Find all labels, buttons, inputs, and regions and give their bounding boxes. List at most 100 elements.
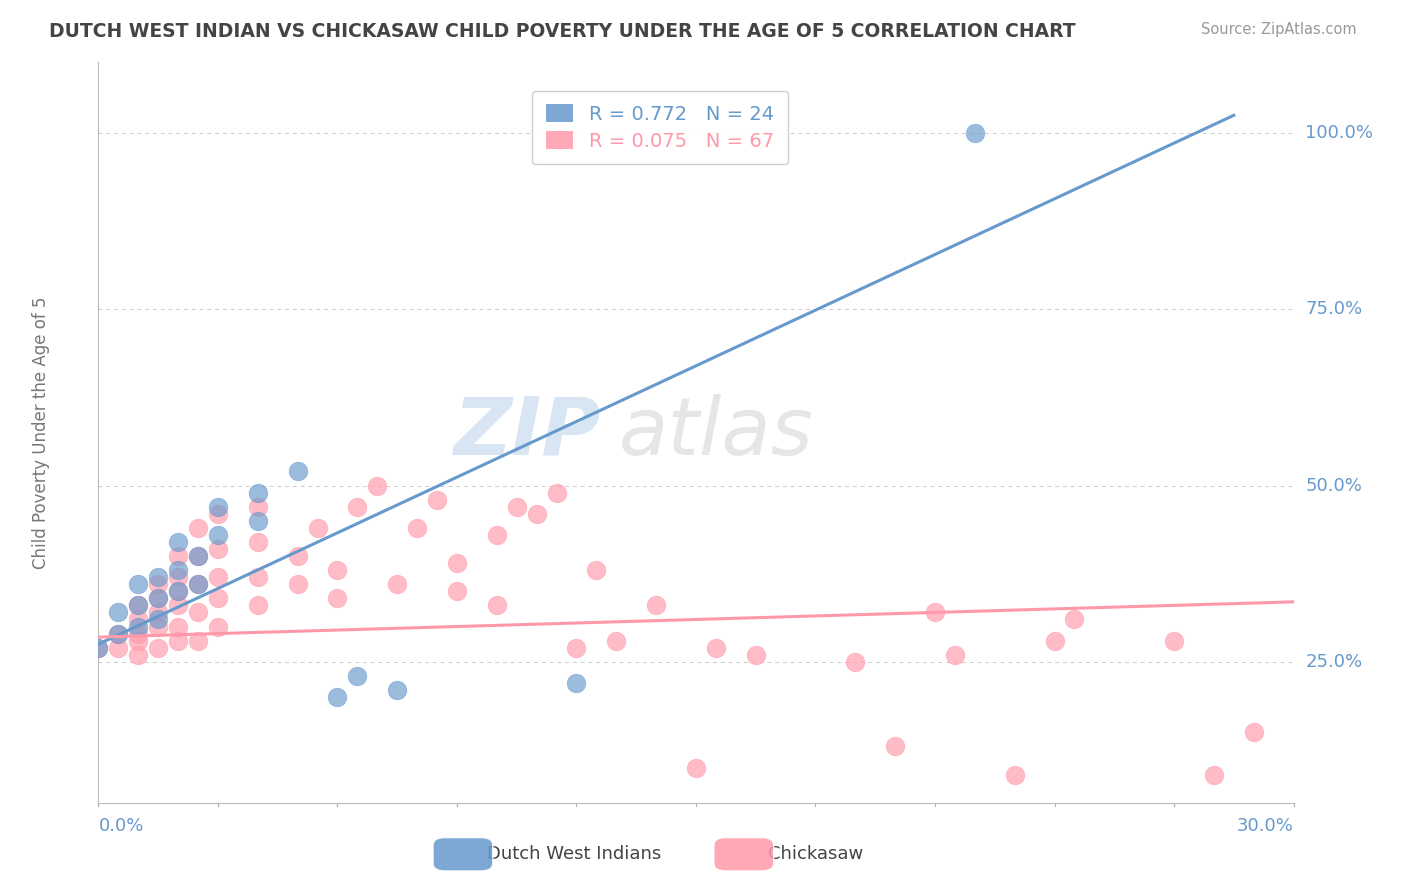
Text: 50.0%: 50.0% [1306, 476, 1362, 494]
Point [187, 577, 209, 591]
Text: Chickasaw: Chickasaw [768, 845, 863, 863]
Point [207, 528, 229, 542]
Point [446, 556, 468, 570]
Point [167, 535, 190, 549]
Point [207, 591, 229, 606]
Point [107, 626, 129, 640]
Point [246, 485, 269, 500]
FancyBboxPatch shape [433, 838, 494, 871]
Point [148, 570, 170, 584]
Point [148, 640, 170, 655]
Point [127, 612, 149, 626]
Point [148, 591, 170, 606]
Point [1063, 612, 1085, 626]
Text: Dutch West Indians: Dutch West Indians [486, 845, 661, 863]
Point [167, 549, 190, 563]
Point [167, 584, 190, 599]
Point [326, 591, 349, 606]
Point [187, 577, 209, 591]
Point [187, 521, 209, 535]
Point [127, 648, 149, 662]
Legend: R = 0.772   N = 24, R = 0.075   N = 67: R = 0.772 N = 24, R = 0.075 N = 67 [533, 91, 787, 164]
Point [585, 563, 607, 577]
Point [148, 606, 170, 620]
Point [385, 577, 409, 591]
Point [287, 577, 309, 591]
Point [187, 549, 209, 563]
Point [366, 478, 388, 492]
Point [127, 619, 149, 633]
Point [207, 541, 229, 556]
Text: 0.0%: 0.0% [98, 817, 143, 835]
Point [526, 507, 548, 521]
Point [107, 606, 129, 620]
Point [1004, 767, 1026, 781]
Point [187, 606, 209, 620]
Point [127, 577, 149, 591]
Point [127, 633, 149, 648]
Text: 25.0%: 25.0% [1306, 653, 1362, 671]
Point [307, 521, 329, 535]
Point [745, 648, 768, 662]
Point [207, 507, 229, 521]
Point [246, 514, 269, 528]
Point [565, 640, 588, 655]
Point [107, 640, 129, 655]
Point [187, 633, 209, 648]
Point [207, 619, 229, 633]
Point [565, 676, 588, 690]
Point [685, 760, 707, 774]
Point [1043, 633, 1066, 648]
Point [167, 599, 190, 613]
Point [167, 619, 190, 633]
Text: 100.0%: 100.0% [1306, 124, 1374, 142]
Point [485, 599, 508, 613]
Point [246, 500, 269, 514]
Point [87, 640, 110, 655]
Point [943, 648, 966, 662]
Point [1163, 633, 1185, 648]
Point [406, 521, 429, 535]
Point [346, 500, 368, 514]
Point [963, 126, 986, 140]
Point [187, 549, 209, 563]
Point [127, 599, 149, 613]
Point [148, 591, 170, 606]
Point [207, 570, 229, 584]
Point [645, 599, 668, 613]
Point [385, 683, 409, 698]
Point [127, 599, 149, 613]
Point [107, 626, 129, 640]
Point [167, 584, 190, 599]
Point [87, 640, 110, 655]
Text: Child Poverty Under the Age of 5: Child Poverty Under the Age of 5 [32, 296, 51, 569]
Point [446, 584, 468, 599]
Point [546, 485, 568, 500]
FancyBboxPatch shape [714, 838, 773, 871]
Point [326, 563, 349, 577]
Point [246, 535, 269, 549]
Text: atlas: atlas [619, 393, 813, 472]
Text: ZIP: ZIP [453, 393, 600, 472]
Point [884, 739, 907, 754]
Point [246, 570, 269, 584]
Point [167, 633, 190, 648]
Point [605, 633, 627, 648]
Point [287, 549, 309, 563]
Point [148, 612, 170, 626]
Point [506, 500, 529, 514]
Point [246, 599, 269, 613]
Point [167, 563, 190, 577]
Text: DUTCH WEST INDIAN VS CHICKASAW CHILD POVERTY UNDER THE AGE OF 5 CORRELATION CHAR: DUTCH WEST INDIAN VS CHICKASAW CHILD POV… [49, 22, 1076, 41]
Point [844, 655, 866, 669]
Point [485, 528, 508, 542]
Point [148, 619, 170, 633]
Point [924, 606, 946, 620]
Point [426, 492, 449, 507]
Text: 30.0%: 30.0% [1237, 817, 1294, 835]
Point [1243, 725, 1265, 739]
Text: 75.0%: 75.0% [1306, 301, 1362, 318]
Point [148, 577, 170, 591]
Point [326, 690, 349, 704]
Point [287, 464, 309, 478]
